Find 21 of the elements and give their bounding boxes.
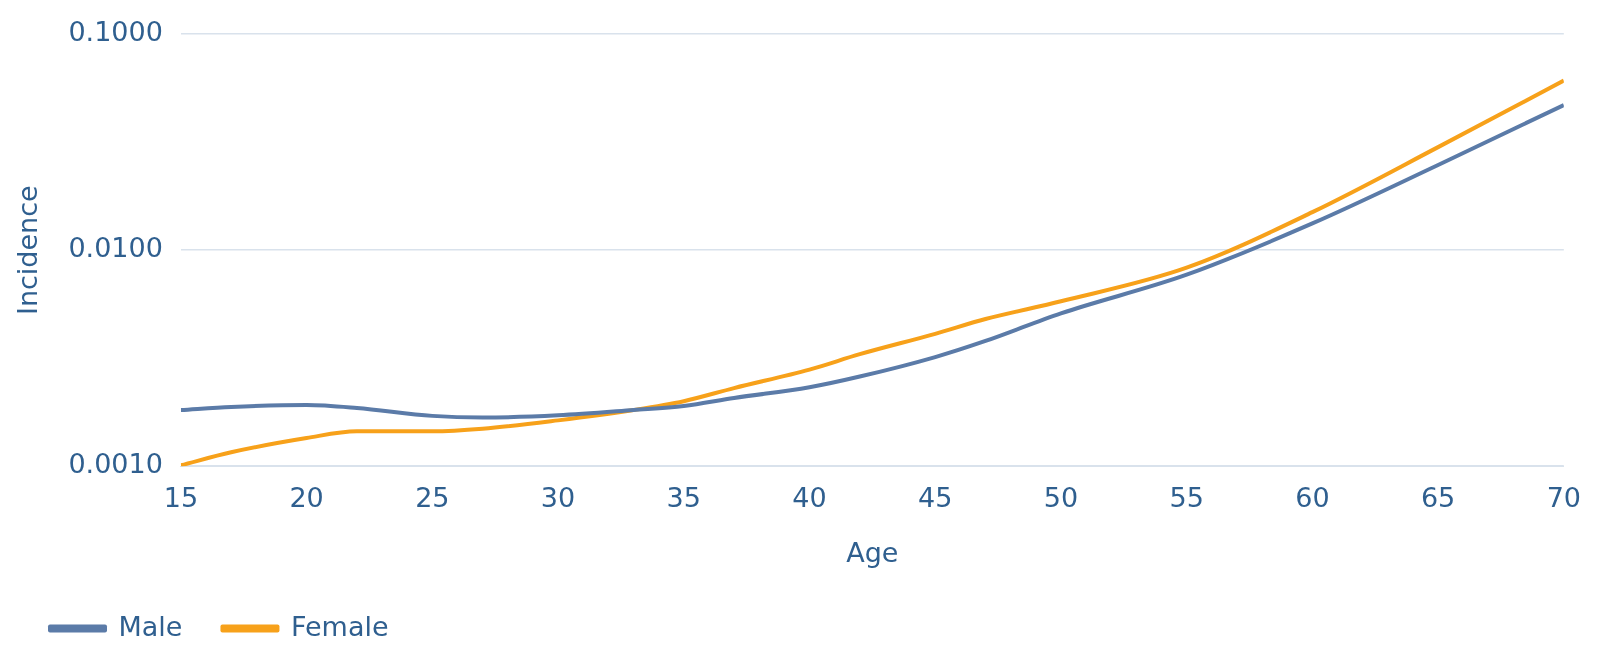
y-tick-label: 0.1000 xyxy=(68,16,163,48)
x-tick-label: 55 xyxy=(1169,482,1204,514)
x-tick-label: 45 xyxy=(918,482,953,514)
x-axis-title: Age xyxy=(846,536,899,568)
line-series xyxy=(180,103,1564,420)
x-tick-label: 25 xyxy=(415,482,450,514)
x-tick-label: 30 xyxy=(540,482,576,514)
x-tick-label: 35 xyxy=(666,482,701,514)
x-tick-label: 70 xyxy=(1546,482,1581,514)
x-tick-label: 15 xyxy=(163,482,199,514)
x-tick-label: 20 xyxy=(289,482,324,514)
x-tick-label: 50 xyxy=(1043,482,1079,514)
x-tick-label: 65 xyxy=(1420,482,1456,514)
legend-label: Female xyxy=(290,610,389,642)
x-tick-label: 40 xyxy=(792,482,827,514)
x-tick-label: 60 xyxy=(1295,482,1330,514)
line-series xyxy=(180,78,1564,467)
y-tick-label: 0.0010 xyxy=(68,448,163,480)
y-tick-label: 0.0100 xyxy=(68,232,163,264)
y-axis-title: Incidence xyxy=(12,185,44,316)
legend-label: Male xyxy=(118,610,183,642)
